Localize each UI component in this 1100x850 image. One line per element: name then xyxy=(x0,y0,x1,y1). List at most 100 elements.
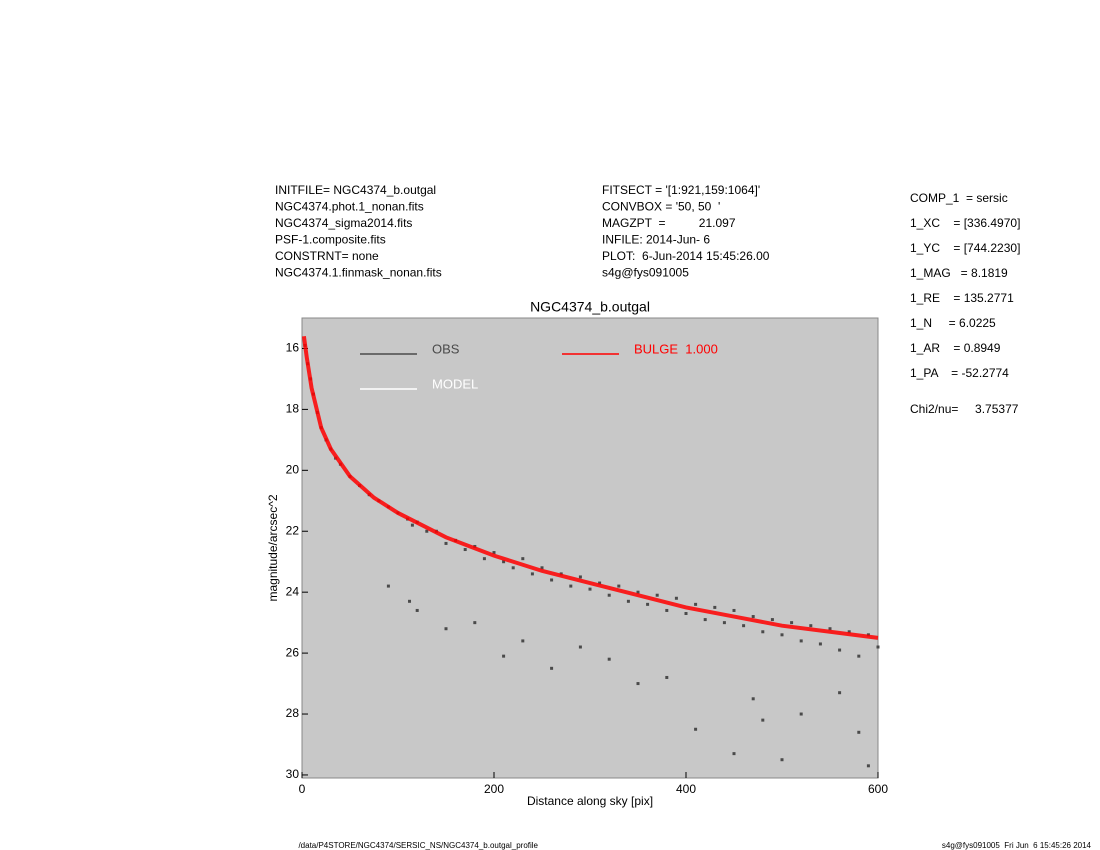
x-tick-label: 0 xyxy=(299,782,306,796)
obs-point xyxy=(694,602,698,606)
footer-left: /data/P4STORE/NGC4374/SERSIC_NS/NGC4374_… xyxy=(298,841,538,850)
obs-point xyxy=(818,642,822,646)
obs-point xyxy=(626,599,630,603)
fit-parameter: 1_XC = [336.4970] xyxy=(910,216,1020,230)
obs-point xyxy=(751,697,755,701)
obs-point xyxy=(866,764,870,768)
y-tick-label: 18 xyxy=(286,402,300,416)
obs-point xyxy=(857,654,861,658)
obs-point xyxy=(636,590,640,594)
obs-point xyxy=(588,587,592,591)
y-axis-label: magnitude/arcsec^2 xyxy=(266,494,280,601)
x-tick-label: 600 xyxy=(868,782,888,796)
obs-point xyxy=(511,566,515,570)
obs-point xyxy=(665,608,669,612)
header-middle-line: INFILE: 2014-Jun- 6 xyxy=(602,233,710,247)
obs-point xyxy=(415,608,419,612)
header-left-line: PSF-1.composite.fits xyxy=(275,233,386,247)
obs-point xyxy=(790,621,794,625)
obs-point xyxy=(847,630,851,634)
fit-parameter: 1_PA = -52.2774 xyxy=(910,366,1009,380)
obs-point xyxy=(444,541,448,545)
y-tick-label: 30 xyxy=(286,767,300,781)
model-line xyxy=(301,336,879,640)
obs-point xyxy=(492,551,496,555)
obs-point xyxy=(684,611,688,615)
fit-parameter: 1_MAG = 8.1819 xyxy=(910,266,1008,280)
y-tick-label: 26 xyxy=(286,645,300,659)
obs-point xyxy=(482,557,486,561)
obs-point xyxy=(646,602,650,606)
obs-point xyxy=(550,578,554,582)
y-tick-label: 16 xyxy=(286,341,300,355)
y-tick-label: 28 xyxy=(286,706,300,720)
obs-point xyxy=(636,682,640,686)
obs-point xyxy=(655,593,659,597)
obs-point xyxy=(838,691,842,695)
y-tick-label: 20 xyxy=(286,462,300,476)
legend-label: BULGE 1.000 xyxy=(634,341,718,356)
obs-point xyxy=(521,557,525,561)
obs-point xyxy=(703,618,707,622)
header-left-line: NGC4374_sigma2014.fits xyxy=(275,216,412,230)
obs-point xyxy=(838,648,842,652)
obs-point xyxy=(463,548,467,552)
obs-point xyxy=(578,575,582,579)
obs-point xyxy=(722,621,726,625)
obs-point xyxy=(521,639,525,643)
obs-point xyxy=(578,645,582,649)
header-middle-line: MAGZPT = 21.097 xyxy=(602,216,736,230)
fit-parameter: COMP_1 = sersic xyxy=(910,191,1008,205)
y-tick-label: 22 xyxy=(286,523,300,537)
y-tick-label: 24 xyxy=(286,584,300,598)
obs-point xyxy=(857,730,861,734)
obs-point xyxy=(617,584,621,588)
obs-point xyxy=(770,618,774,622)
fit-parameter: 1_RE = 135.2771 xyxy=(910,291,1014,305)
obs-point xyxy=(674,596,678,600)
x-tick-label: 200 xyxy=(484,782,504,796)
obs-point xyxy=(742,624,746,628)
obs-point xyxy=(410,523,414,527)
obs-point xyxy=(473,621,477,625)
obs-point xyxy=(713,605,717,609)
fit-parameter: 1_AR = 0.8949 xyxy=(910,341,1001,355)
obs-point xyxy=(761,718,765,722)
header-left-line: CONSTRNT= none xyxy=(275,249,379,263)
obs-point xyxy=(444,627,448,631)
obs-point xyxy=(799,712,803,716)
obs-point xyxy=(569,584,573,588)
obs-point xyxy=(540,566,544,570)
obs-point xyxy=(732,752,736,756)
header-left-line: NGC4374.phot.1_nonan.fits xyxy=(275,200,424,214)
obs-point xyxy=(694,727,698,731)
obs-point xyxy=(665,675,669,679)
obs-point xyxy=(732,608,736,612)
obs-point xyxy=(780,758,784,762)
header-middle-line: FITSECT = '[1:921,159:1064]' xyxy=(602,183,760,197)
obs-point xyxy=(530,572,534,576)
header-middle-line: s4g@fys091005 xyxy=(602,266,689,280)
x-axis-label: Distance along sky [pix] xyxy=(527,794,653,808)
plot-area xyxy=(301,317,879,779)
legend-label: MODEL xyxy=(432,376,478,391)
chi-square: Chi2/nu= 3.75377 xyxy=(910,402,1019,416)
legend-label: OBS xyxy=(432,341,460,356)
fit-parameter: 1_N = 6.0225 xyxy=(910,316,996,330)
obs-point xyxy=(386,584,390,588)
obs-point xyxy=(425,529,429,533)
header-middle-line: PLOT: 6-Jun-2014 15:45:26.00 xyxy=(602,249,770,263)
obs-point xyxy=(809,624,813,628)
obs-point xyxy=(751,615,755,619)
obs-point xyxy=(607,593,611,597)
obs-point xyxy=(799,639,803,643)
obs-point xyxy=(502,560,506,564)
fit-parameter: 1_YC = [744.2230] xyxy=(910,241,1020,255)
obs-point xyxy=(780,633,784,637)
footer-right: s4g@fys091005 Fri Jun 6 15:45:26 2014 xyxy=(942,841,1092,850)
obs-point xyxy=(761,630,765,634)
chart-title: NGC4374_b.outgal xyxy=(530,299,650,315)
header-middle-line: CONVBOX = '50, 50 ' xyxy=(602,200,720,214)
obs-point xyxy=(550,666,554,670)
